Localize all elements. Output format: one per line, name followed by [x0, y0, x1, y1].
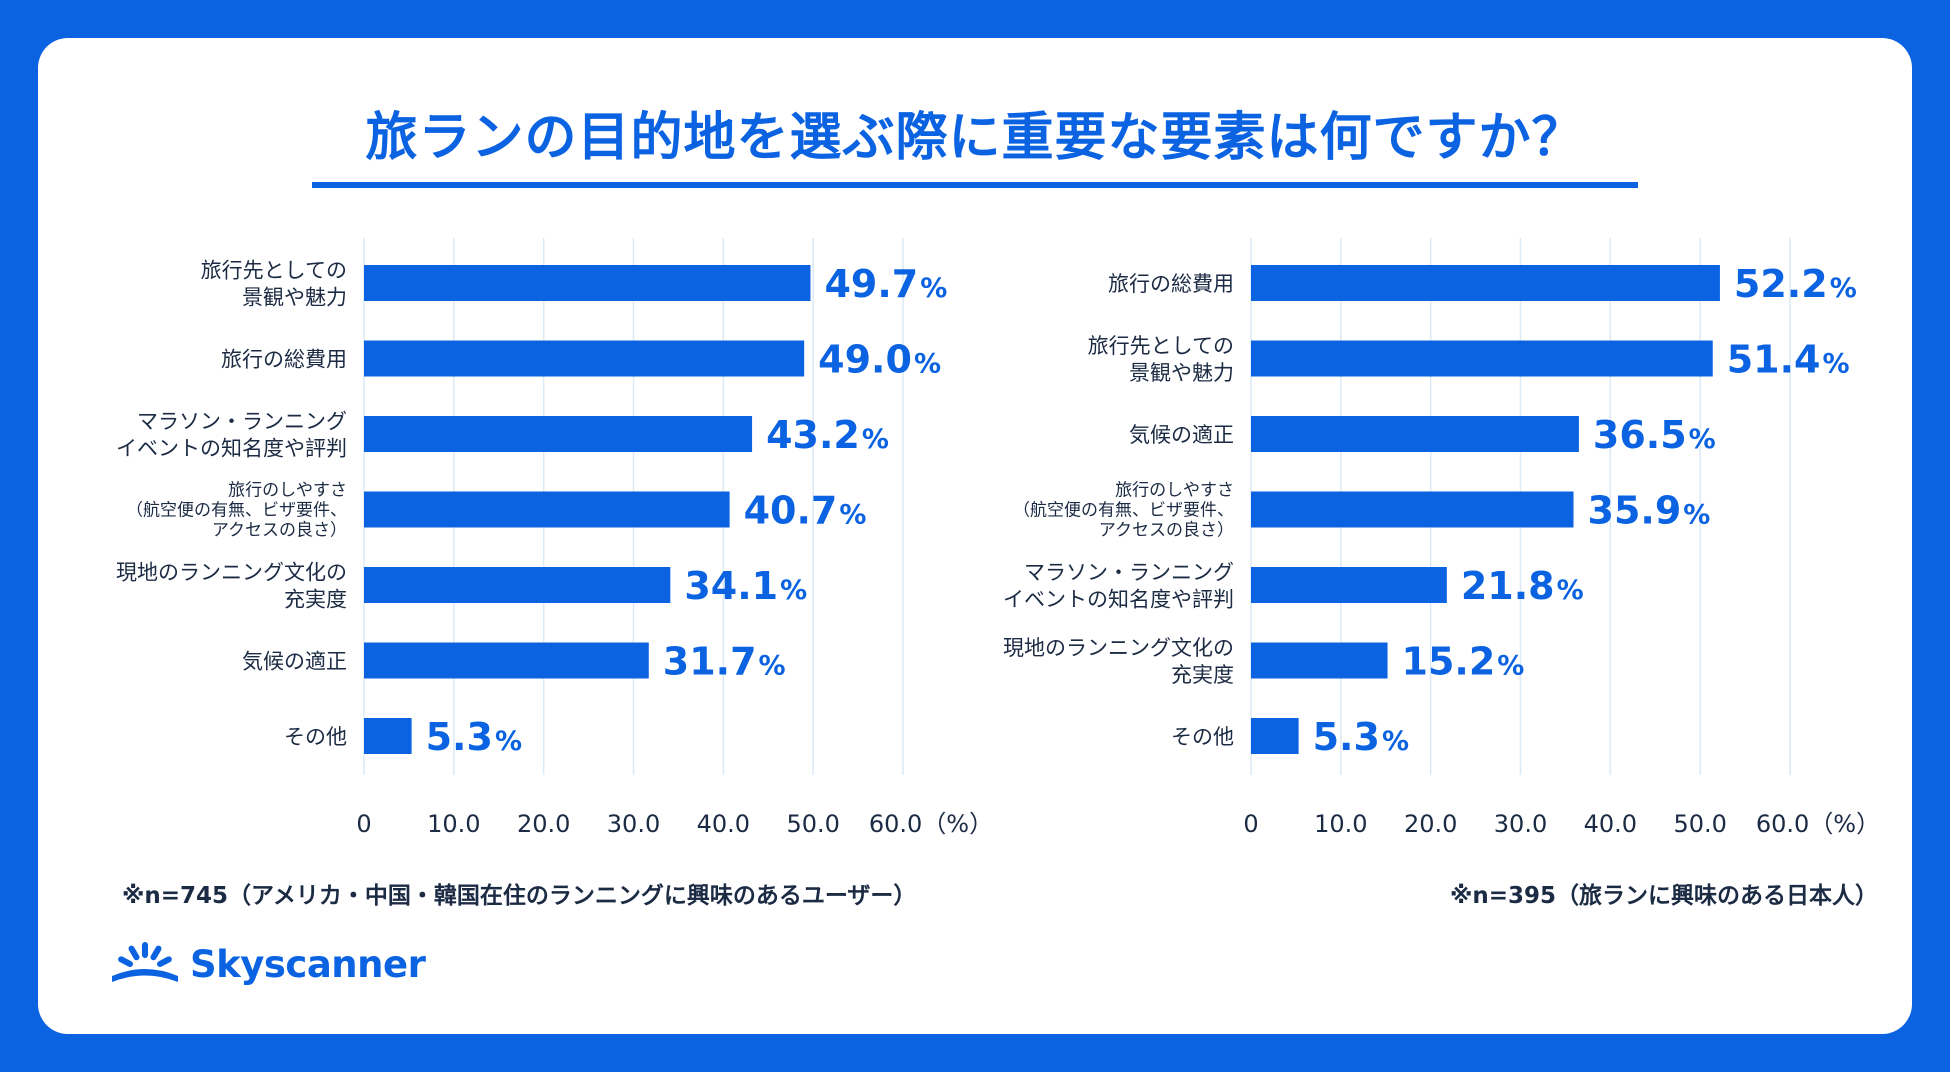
- right-category-label: 旅行の総費用: [1108, 272, 1234, 296]
- left-bar-value-label: 43.2%: [766, 413, 889, 457]
- right-x-tick-label: 50.0: [1673, 810, 1726, 838]
- card: [38, 38, 1912, 1034]
- right-category-label: 旅行のしやすさ（航空便の有無、ビザ要件、アクセスの良さ）: [1013, 481, 1234, 541]
- right-bar: [1251, 491, 1574, 528]
- title-underline: [312, 182, 1638, 188]
- right-bar: [1251, 642, 1388, 679]
- left-bar-value-label: 49.0%: [818, 338, 941, 382]
- right-category-label: その他: [1171, 725, 1234, 749]
- left-x-tick-label: 60.0（%）: [869, 810, 993, 838]
- left-bar: [364, 491, 730, 528]
- right-x-tick-label: 60.0（%）: [1756, 810, 1880, 838]
- right-bar-value-label: 36.5%: [1593, 413, 1716, 457]
- right-bar-value-label: 51.4%: [1727, 338, 1850, 382]
- logo-text: Skyscanner: [190, 943, 426, 986]
- right-x-tick-label: 40.0: [1584, 810, 1637, 838]
- right-x-tick-label: 20.0: [1404, 810, 1457, 838]
- right-category-label: 気候の適正: [1129, 423, 1234, 447]
- left-category-label: 旅行の総費用: [221, 348, 347, 372]
- left-category-label: 気候の適正: [242, 650, 347, 674]
- left-bar: [364, 265, 811, 301]
- left-category-label: 現地のランニング文化の充実度: [116, 561, 347, 612]
- left-category-label: その他: [284, 725, 347, 749]
- sunrise-icon: [112, 942, 178, 982]
- right-bar-value-label: 21.8%: [1461, 564, 1584, 608]
- left-bar-value-label: 31.7%: [663, 640, 786, 684]
- left-bar-value-label: 34.1%: [684, 564, 807, 608]
- left-x-tick-label: 50.0: [786, 810, 839, 838]
- left-category-label: 旅行先としての景観や魅力: [201, 259, 347, 310]
- left-bar: [364, 416, 753, 452]
- right-bar-value-label: 52.2%: [1734, 262, 1857, 306]
- chart-title: 旅ランの目的地を選ぶ際に重要な要素は何ですか？: [365, 108, 1585, 168]
- right-bar: [1251, 340, 1713, 377]
- sample-note-left: ※n=745（アメリカ・中国・韓国在住のランニングに興味のあるユーザー）: [122, 883, 917, 909]
- left-x-tick-label: 40.0: [697, 810, 750, 838]
- sample-note-right: ※n=395（旅ランに興味のある日本人）: [1449, 883, 1878, 909]
- left-x-tick-label: 0: [356, 810, 371, 838]
- left-x-tick-label: 20.0: [517, 810, 570, 838]
- right-category-label: 現地のランニング文化の充実度: [1003, 636, 1234, 687]
- left-x-tick-label: 10.0: [427, 810, 480, 838]
- left-x-tick-label: 30.0: [607, 810, 660, 838]
- right-bar: [1251, 265, 1720, 301]
- right-category-label: 旅行先としての景観や魅力: [1088, 334, 1234, 385]
- right-bar-value-label: 5.3%: [1313, 715, 1409, 759]
- right-category-label: マラソン・ランニングイベントの知名度や評判: [1003, 561, 1234, 612]
- right-bar-value-label: 35.9%: [1588, 489, 1711, 533]
- right-x-tick-label: 30.0: [1494, 810, 1547, 838]
- right-bar: [1251, 567, 1447, 603]
- right-x-tick-label: 0: [1243, 810, 1258, 838]
- left-bar: [364, 642, 649, 679]
- left-bar-value-label: 5.3%: [426, 715, 522, 759]
- left-bar: [364, 718, 412, 754]
- skyscanner-logo: Skyscanner: [108, 938, 426, 992]
- left-bar: [364, 567, 671, 603]
- left-bar-value-label: 40.7%: [744, 489, 867, 533]
- left-category-label: マラソン・ランニングイベントの知名度や評判: [116, 410, 347, 461]
- right-bar: [1251, 718, 1299, 754]
- right-bar: [1251, 416, 1579, 452]
- left-bar: [364, 340, 805, 377]
- left-bar-value-label: 49.7%: [824, 262, 947, 306]
- left-category-label: 旅行のしやすさ（航空便の有無、ビザ要件、アクセスの良さ）: [126, 481, 347, 541]
- right-x-tick-label: 10.0: [1314, 810, 1367, 838]
- right-bar-value-label: 15.2%: [1402, 640, 1525, 684]
